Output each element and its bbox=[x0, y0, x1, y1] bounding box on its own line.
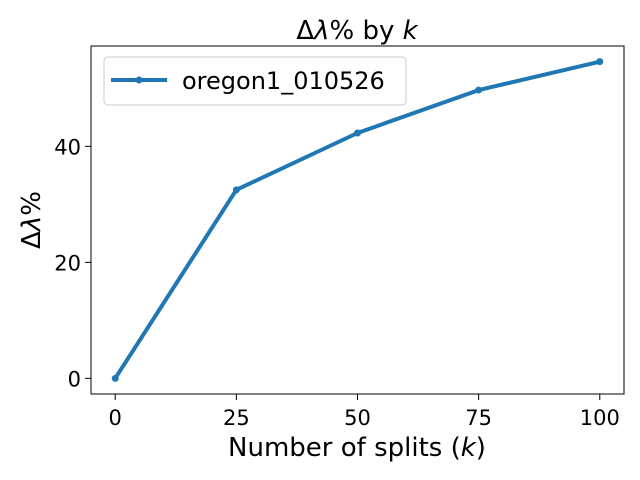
data-point bbox=[475, 86, 483, 94]
data-point bbox=[596, 58, 604, 66]
legend: oregon1_010526 bbox=[103, 56, 407, 106]
chart-title: Δλ% by k bbox=[296, 16, 418, 46]
y-tick-label: 20 bbox=[54, 251, 81, 275]
data-point bbox=[354, 129, 361, 137]
y-tick-label: 40 bbox=[54, 135, 81, 159]
y-axis: 0 20 40 bbox=[54, 135, 91, 391]
x-tick-label: 50 bbox=[344, 406, 371, 430]
y-tick-label: 0 bbox=[68, 367, 81, 391]
x-axis-label: Number of splits (k) bbox=[228, 433, 486, 463]
legend-frame bbox=[103, 56, 407, 106]
x-tick-label: 75 bbox=[465, 406, 492, 430]
legend-label: oregon1_010526 bbox=[182, 67, 385, 95]
y-axis-label: Δλ% bbox=[17, 191, 47, 249]
x-tick-label: 25 bbox=[223, 406, 250, 430]
series-layer bbox=[111, 58, 604, 382]
x-tick-label: 100 bbox=[580, 406, 620, 430]
x-axis: 0 25 50 75 100 bbox=[109, 394, 620, 430]
x-tick-label: 0 bbox=[109, 406, 122, 430]
data-point bbox=[111, 374, 119, 382]
legend-marker-swatch bbox=[135, 76, 143, 84]
data-point bbox=[232, 186, 240, 194]
